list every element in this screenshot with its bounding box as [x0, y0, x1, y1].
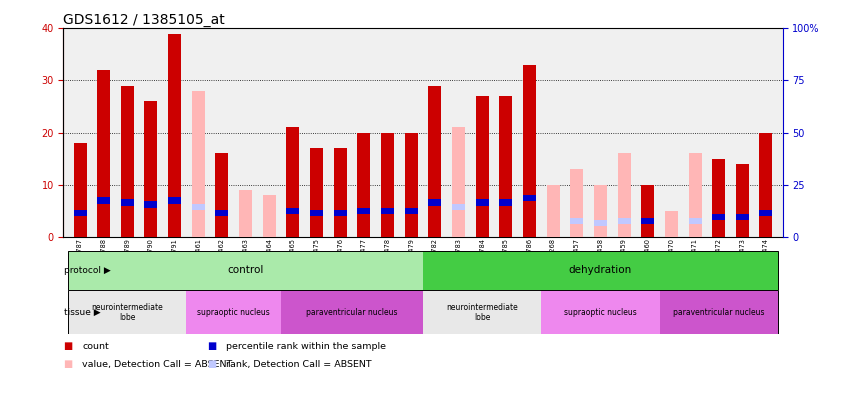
Bar — [452, 204, 465, 210]
Bar — [570, 218, 583, 224]
Text: GDS1612 / 1385105_at: GDS1612 / 1385105_at — [63, 13, 225, 27]
Bar — [689, 218, 701, 224]
Bar — [357, 208, 371, 214]
Bar — [74, 210, 86, 216]
Bar — [239, 190, 252, 237]
Bar — [618, 218, 630, 224]
Text: ■: ■ — [63, 341, 73, 351]
Bar — [641, 218, 654, 224]
Text: control: control — [228, 265, 264, 275]
Bar — [712, 159, 725, 237]
Text: rank, Detection Call = ABSENT: rank, Detection Call = ABSENT — [226, 360, 371, 369]
Bar — [665, 211, 678, 237]
Text: dehydration: dehydration — [569, 265, 632, 275]
Bar — [689, 153, 701, 237]
Bar — [192, 204, 205, 210]
Bar — [381, 208, 394, 214]
Text: neurointermediate
lobe: neurointermediate lobe — [446, 303, 518, 322]
Bar — [404, 133, 418, 237]
Bar — [168, 34, 181, 237]
Bar — [121, 199, 134, 206]
Bar — [287, 128, 299, 237]
Bar — [541, 290, 660, 334]
Bar — [547, 185, 559, 237]
Bar — [760, 210, 772, 216]
Text: paraventricular nucleus: paraventricular nucleus — [673, 308, 765, 317]
Text: supraoptic nucleus: supraoptic nucleus — [564, 308, 637, 317]
Bar — [736, 214, 749, 220]
Text: count: count — [82, 342, 109, 351]
Text: tissue ▶: tissue ▶ — [63, 308, 101, 317]
Bar — [523, 65, 536, 237]
Text: percentile rank within the sample: percentile rank within the sample — [226, 342, 386, 351]
Bar — [145, 201, 157, 208]
Bar — [333, 210, 347, 216]
Bar — [660, 290, 777, 334]
Text: value, Detection Call = ABSENT: value, Detection Call = ABSENT — [82, 360, 233, 369]
Text: protocol ▶: protocol ▶ — [63, 266, 111, 275]
Bar — [145, 101, 157, 237]
Text: ■: ■ — [207, 360, 217, 369]
Bar — [523, 195, 536, 201]
Bar — [97, 197, 110, 204]
Bar — [499, 199, 513, 206]
Bar — [333, 148, 347, 237]
Bar — [216, 153, 228, 237]
Bar — [263, 195, 276, 237]
Bar — [594, 220, 607, 226]
Bar — [357, 133, 371, 237]
Bar — [381, 133, 394, 237]
Bar — [186, 290, 281, 334]
Bar — [281, 290, 423, 334]
Bar — [618, 153, 630, 237]
Bar — [310, 148, 323, 237]
Bar — [192, 91, 205, 237]
Bar — [475, 199, 489, 206]
Text: ■: ■ — [207, 341, 217, 351]
Bar — [168, 197, 181, 204]
Bar — [475, 96, 489, 237]
Bar — [287, 208, 299, 214]
Bar — [423, 251, 777, 290]
Bar — [97, 70, 110, 237]
Bar — [736, 164, 749, 237]
Bar — [74, 143, 86, 237]
Bar — [216, 210, 228, 216]
Bar — [310, 210, 323, 216]
Bar — [712, 214, 725, 220]
Bar — [760, 133, 772, 237]
Text: supraoptic nucleus: supraoptic nucleus — [197, 308, 270, 317]
Text: neurointermediate
lobe: neurointermediate lobe — [91, 303, 163, 322]
Bar — [594, 185, 607, 237]
Bar — [428, 86, 442, 237]
Bar — [641, 185, 654, 237]
Bar — [428, 199, 442, 206]
Bar — [570, 169, 583, 237]
Bar — [69, 290, 186, 334]
Text: ■: ■ — [63, 360, 73, 369]
Bar — [69, 251, 423, 290]
Bar — [499, 96, 513, 237]
Bar — [404, 208, 418, 214]
Bar — [452, 128, 465, 237]
Bar — [121, 86, 134, 237]
Text: paraventricular nucleus: paraventricular nucleus — [306, 308, 398, 317]
Bar — [423, 290, 541, 334]
